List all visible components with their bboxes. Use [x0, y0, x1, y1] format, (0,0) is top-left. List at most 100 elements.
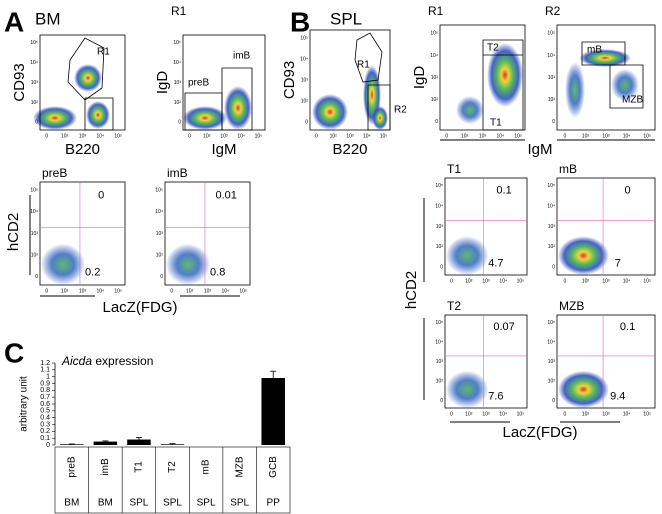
panel-letter: B	[290, 6, 310, 37]
density-cloud	[183, 106, 227, 130]
x-tick-label: 0	[563, 133, 566, 139]
density-cloud	[445, 370, 489, 408]
density-cloud	[372, 106, 388, 130]
bar	[261, 378, 285, 445]
y-tick-label: 10³	[174, 80, 182, 86]
plot-frame	[444, 177, 528, 276]
density-cloud	[579, 49, 631, 67]
x-tick-label: 10³	[220, 133, 228, 139]
plot-frame	[556, 177, 656, 276]
x-tick-label: 10⁴	[623, 411, 631, 417]
plot-title: mB	[559, 162, 577, 176]
x-tick-label: 10²	[461, 133, 469, 139]
x-tick-label: 10²	[582, 278, 590, 284]
chart-title-rest: expression	[95, 354, 153, 368]
x-tick-label: imB	[100, 458, 111, 476]
x-tick-label: 10⁵	[380, 133, 388, 139]
gate-label: T2	[487, 43, 499, 54]
x-tick-label: 10³	[346, 133, 354, 139]
y-tick-label: 10³	[301, 77, 309, 83]
quadrant-value: 0.8	[210, 267, 225, 279]
y-tick-label: 10³	[156, 231, 164, 237]
x-tick-label: 10⁵	[114, 288, 122, 294]
plot-frame	[39, 34, 126, 131]
y-tick-label: 10²	[31, 100, 39, 106]
density-cloud	[487, 43, 523, 107]
y-tick-label: 0	[305, 119, 308, 125]
gate-label: preB	[188, 78, 209, 89]
x-tick-label: 10⁵	[114, 133, 122, 139]
y-tick-label: 10⁵	[173, 40, 181, 46]
density-cloud	[611, 69, 639, 101]
y-tick-label: 10⁴	[547, 339, 555, 345]
bar	[127, 439, 151, 445]
x-tick-label: 0	[445, 133, 448, 139]
gate-label: R1	[97, 47, 110, 58]
y-tick-label: 10⁵	[300, 35, 308, 41]
plot-frame	[444, 314, 528, 409]
y-tick-label: 10⁴	[30, 60, 38, 66]
x-tick-label: 10⁵	[643, 411, 651, 417]
x-axis-label: B220	[332, 141, 367, 158]
plot-frame	[39, 181, 126, 286]
x-axis-label: B220	[65, 141, 100, 158]
x-tick-label: 10⁵	[517, 411, 525, 417]
y-tick-label: 10²	[431, 97, 439, 103]
y-tick-label: 1.2	[40, 360, 50, 367]
y-tick-label: 1.1	[40, 367, 50, 374]
gate-label: mB	[587, 45, 602, 56]
y-tick-label: 10³	[548, 224, 556, 230]
gate	[367, 84, 391, 131]
y-tick-label: 0	[160, 274, 163, 280]
x-tick-label: 0	[170, 288, 173, 294]
y-tick-label: 10²	[31, 252, 39, 258]
y-tick-label: 0.5	[40, 408, 50, 415]
gate-label: R2	[394, 105, 407, 116]
gate-label: imB	[233, 51, 251, 62]
x-tick-label: 10⁵	[239, 288, 247, 294]
y-tick-label: 10⁵	[435, 320, 443, 326]
x-axis-label: LacZ(FDG)	[103, 299, 178, 316]
y-tick-label: 10⁴	[30, 209, 38, 215]
y-tick-label: 10²	[436, 244, 444, 250]
x-tick-label: 10⁴	[499, 411, 507, 417]
x-tick-label: 10⁴	[237, 133, 245, 139]
bar	[160, 444, 185, 445]
plot-frame	[439, 24, 526, 131]
quadrant-value: 9.4	[610, 391, 625, 403]
x-tick-label: 10⁵	[517, 278, 525, 284]
quadrant-value: 0.2	[85, 267, 100, 279]
y-tick-label: 0	[46, 442, 50, 449]
y-axis-label: arbitrary unit	[19, 376, 30, 432]
x-tick-label: 10³	[602, 278, 610, 284]
gate	[84, 97, 114, 131]
x-tick-label: GCB	[268, 456, 279, 478]
y-axis-label: hCD2	[403, 271, 420, 309]
bar	[60, 444, 84, 445]
y-tick-label: 10²	[436, 378, 444, 384]
plot-frame	[556, 314, 656, 409]
x-axis-label: IgM	[527, 141, 552, 158]
x-tick-label: 10⁵	[514, 133, 522, 139]
plot-title: R2	[545, 4, 561, 18]
panel-letter: C	[4, 337, 24, 368]
y-axis-label: hCD2	[5, 213, 22, 251]
y-tick-label: 0	[552, 119, 555, 125]
plot-title: preB	[42, 166, 67, 180]
quadrant-value: 4.7	[488, 257, 503, 269]
x-tick-label: 10⁴	[96, 288, 104, 294]
y-tick-label: 10⁵	[30, 40, 38, 46]
x-tick-label: 10²	[582, 133, 590, 139]
plot-frame	[164, 181, 251, 286]
x-tick-label: 10⁵	[643, 278, 651, 284]
y-tick-label: 0	[440, 398, 443, 404]
table-frame	[54, 446, 291, 514]
x-tick-label: 10⁵	[255, 133, 263, 139]
plot-frame	[309, 29, 391, 131]
panel-letter: A	[4, 6, 24, 37]
quadrant-value: 7	[615, 257, 621, 269]
x-tick-label: 0	[45, 288, 48, 294]
x-tick-label: 10⁴	[363, 133, 371, 139]
quadrant-value: 0	[624, 185, 630, 197]
x-axis-label: IgM	[211, 141, 236, 158]
